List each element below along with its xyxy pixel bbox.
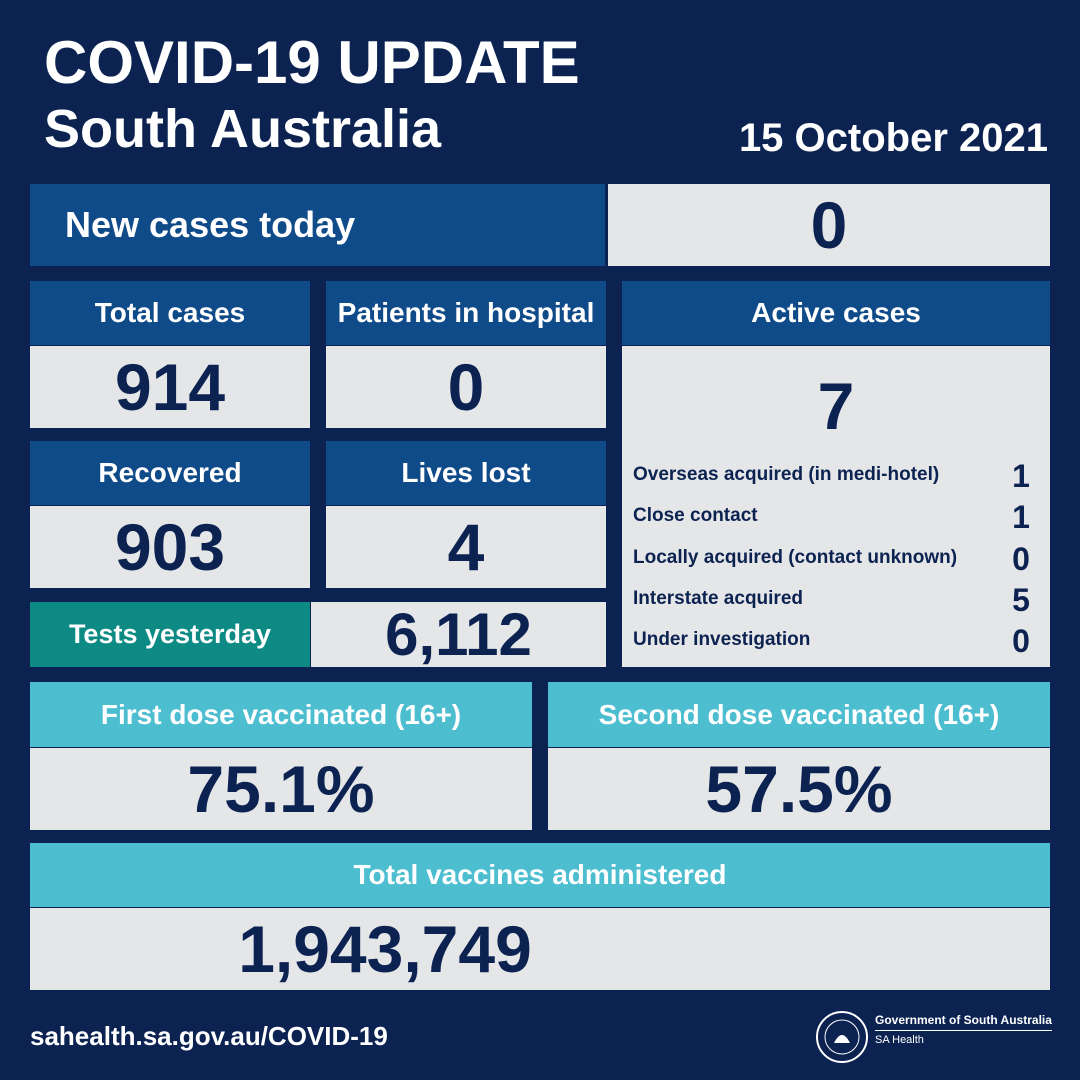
stat-value: 903 (30, 506, 310, 588)
tests-label: Tests yesterday (30, 602, 310, 667)
department: SA Health (875, 1034, 924, 1046)
total-vaccines-label: Total vaccines administered (30, 843, 1050, 907)
stat-label: Patients in hospital (326, 281, 606, 345)
breakdown-label: Overseas acquired (in medi-hotel) (633, 464, 940, 485)
breakdown-value: 1 (1012, 458, 1030, 494)
breakdown-label: Close contact (633, 505, 758, 527)
breakdown-value: 1 (1012, 499, 1030, 536)
footer-url: sahealth.sa.gov.au/COVID-19 (30, 1021, 388, 1051)
new-cases-label: New cases today (30, 184, 605, 266)
new-cases-value: 0 (608, 184, 1050, 266)
vaccine-value: 57.5% (548, 748, 1050, 830)
stat-label: Total cases (30, 281, 310, 345)
breakdown-label: Interstate acquired (633, 587, 803, 609)
total-vaccines-value: 1,943,749 (30, 908, 1050, 990)
breakdown-value: 5 (1012, 581, 1030, 618)
logo (816, 1011, 868, 1063)
subtitle: South Australia (44, 99, 442, 159)
active-panel (622, 346, 1050, 667)
government: Government of South Australia (875, 1013, 1052, 1031)
active-label: Active cases (622, 281, 1050, 345)
active-value: 7 (817, 369, 855, 443)
date: 15 October 2021 (738, 116, 1048, 160)
tests-value: 6,112 (311, 601, 606, 668)
vaccine-label: Second dose vaccinated (16+) (548, 682, 1050, 747)
breakdown-value: 0 (1012, 623, 1030, 660)
breakdown-label: Locally acquired (contact unknown) (633, 546, 958, 568)
stat-value: 914 (30, 346, 310, 428)
vaccine-value: 75.1% (30, 748, 532, 830)
stat-value: 4 (326, 506, 606, 588)
breakdown-value: 0 (1012, 540, 1030, 577)
vaccine-label: First dose vaccinated (16+) (30, 682, 532, 747)
stat-label: Lives lost (326, 441, 606, 505)
breakdown-label: Under investigation (633, 629, 811, 651)
stat-label: Recovered (30, 441, 310, 505)
title: COVID-19 UPDATE (44, 29, 580, 96)
stat-value: 0 (326, 346, 606, 428)
